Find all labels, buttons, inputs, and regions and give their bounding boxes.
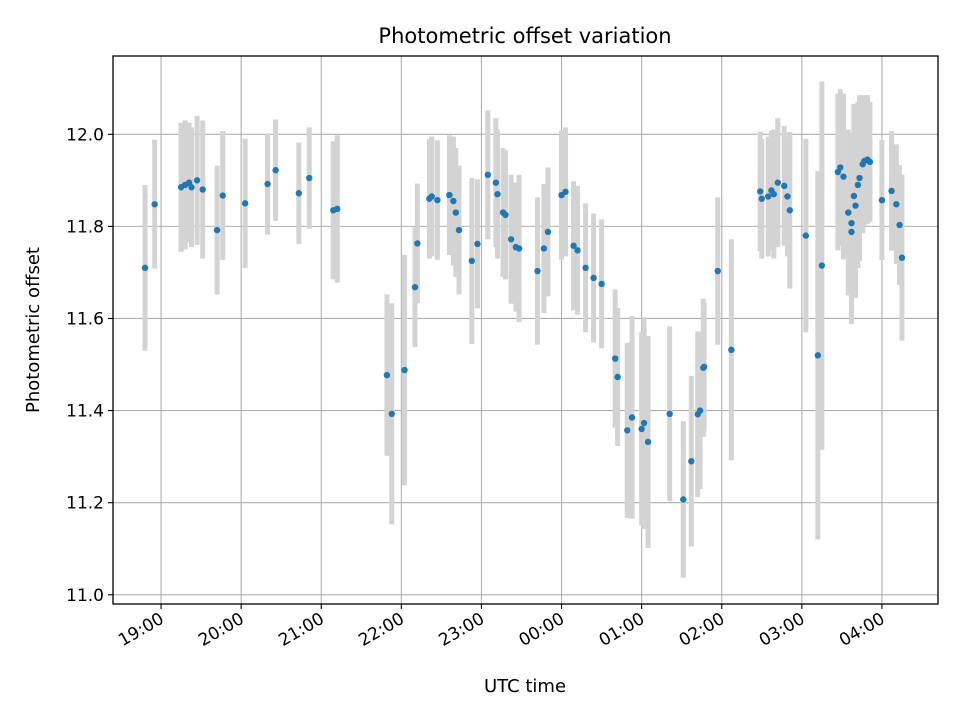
data-point (644, 438, 652, 446)
data-point (306, 174, 313, 182)
data-point (295, 190, 303, 197)
data-point (334, 205, 341, 213)
y-tick-label: 11.2 (66, 494, 104, 514)
data-point (696, 407, 704, 414)
data-point (188, 184, 195, 191)
data-point (728, 346, 735, 354)
data-point (450, 197, 457, 205)
data-point (845, 209, 852, 216)
y-axis: 11.0 11.2 11.4 11.6 11.8 12.0 (66, 125, 113, 606)
data-point (848, 228, 855, 236)
data-point (878, 196, 886, 204)
data-point (428, 193, 435, 200)
data-point (700, 363, 708, 371)
data-point (781, 182, 788, 190)
x-axis-label: UTC time (484, 676, 566, 697)
data-point (898, 254, 906, 261)
data-point (848, 219, 855, 227)
data-point (544, 228, 552, 236)
data-point (612, 355, 619, 362)
data-point (614, 373, 621, 381)
data-point (515, 245, 523, 252)
data-point (770, 190, 778, 198)
data-point (502, 211, 509, 219)
data-point (534, 267, 541, 275)
data-point (507, 236, 515, 243)
y-tick-label: 11.0 (66, 586, 104, 606)
data-point (856, 174, 863, 182)
data-point (582, 264, 589, 272)
y-tick-label: 11.6 (66, 309, 104, 329)
data-point (638, 425, 645, 433)
data-point (474, 240, 481, 248)
data-points (141, 156, 906, 503)
plot-frame (112, 55, 939, 605)
data-point (866, 158, 874, 166)
data-point (774, 179, 782, 186)
data-point (852, 202, 859, 209)
data-point (624, 427, 631, 434)
y-tick-label: 12.0 (66, 125, 104, 145)
data-point (446, 191, 453, 199)
grid (113, 56, 938, 604)
data-point (888, 187, 895, 195)
data-point (264, 180, 271, 188)
data-point (151, 201, 158, 208)
data-point (688, 458, 695, 465)
data-point (628, 414, 636, 421)
data-point (434, 196, 441, 204)
data-point (574, 247, 581, 254)
data-point (540, 245, 548, 252)
data-point (401, 366, 408, 374)
data-point (840, 173, 847, 180)
data-point (784, 193, 791, 200)
data-point (598, 280, 605, 288)
data-point (714, 267, 721, 275)
data-point (818, 262, 826, 269)
data-point (452, 209, 460, 216)
data-point (241, 200, 249, 207)
data-point (388, 410, 395, 418)
data-point (141, 264, 149, 272)
data-point (666, 410, 673, 418)
data-point (272, 167, 279, 174)
data-point (680, 496, 687, 503)
data-point (756, 188, 764, 195)
data-point (814, 352, 822, 359)
data-point (786, 207, 794, 214)
data-point (764, 193, 772, 200)
data-point (562, 188, 569, 196)
data-point (640, 419, 648, 427)
data-point (802, 232, 810, 239)
data-point (455, 226, 463, 234)
data-point (854, 181, 862, 189)
data-point (590, 274, 597, 282)
data-point (219, 192, 226, 199)
data-point (492, 179, 500, 186)
chart-title: Photometric offset variation (378, 24, 671, 48)
data-point (199, 186, 206, 193)
data-point (893, 201, 900, 208)
data-point (850, 192, 858, 200)
data-point (411, 283, 419, 291)
data-point (414, 240, 421, 247)
data-point (494, 190, 501, 198)
data-point (896, 221, 903, 229)
data-point (570, 242, 577, 249)
data-point (468, 257, 476, 265)
data-point (837, 164, 844, 171)
y-tick-label: 11.8 (66, 217, 104, 237)
data-point (213, 226, 221, 234)
data-point (484, 171, 492, 179)
data-point (193, 177, 201, 184)
y-axis-label: Photometric offset (23, 247, 44, 413)
data-point (758, 195, 765, 202)
data-point (383, 371, 391, 379)
y-tick-label: 11.4 (66, 402, 104, 422)
